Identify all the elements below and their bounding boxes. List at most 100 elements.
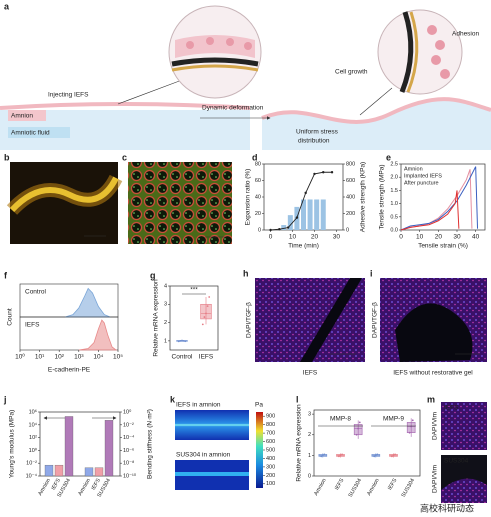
stain-label: DAPI/TGF-β — [246, 302, 253, 338]
point — [295, 216, 299, 219]
bar — [320, 199, 326, 230]
y-tick-label: 1 — [164, 338, 167, 344]
point — [208, 296, 211, 298]
point — [203, 316, 206, 318]
y-tick-label: 10⁰ — [29, 447, 38, 454]
line — [400, 190, 460, 231]
subplot-frame — [19, 316, 119, 351]
group-label: MMP-9 — [383, 416, 404, 423]
x-axis-label: E-cadherin-PE — [48, 367, 91, 374]
density-area — [78, 319, 118, 351]
x-tick-label: 10⁵ — [113, 354, 123, 361]
y-tick-label: 2 — [308, 432, 311, 438]
unit-label: Pa — [255, 402, 263, 409]
image-label: SUS304 in amnion — [176, 452, 231, 459]
x-tick-label: 0 — [269, 234, 273, 241]
image-label: IEFS in amnion — [176, 402, 221, 409]
x-tick-label: IEFS — [387, 477, 398, 491]
x-tick-label: 20 — [311, 234, 319, 241]
plot-frame — [39, 411, 121, 477]
point — [394, 453, 396, 456]
panel-label: l — [296, 394, 299, 404]
panel-label: k — [170, 394, 176, 404]
y-tick-label: 900 — [266, 414, 275, 420]
x-tick-label: Amnion — [366, 478, 381, 497]
x-tick-label: 0 — [399, 234, 403, 241]
x-tick-label: SUS304 — [348, 478, 363, 499]
legend-label: Amnion — [404, 166, 423, 172]
stained-images: h DAPI/TGF-β IEFS i DAPI/TGF-β IEFS with… — [243, 268, 487, 377]
y-tick-label: 100 — [266, 481, 275, 487]
series-label: Control — [25, 289, 47, 296]
panel-label: d — [252, 152, 258, 162]
bar — [64, 416, 74, 477]
y-tick-label: 10⁻² — [123, 422, 134, 428]
point — [341, 453, 343, 456]
y-tick-label: 0 — [308, 473, 311, 479]
stain-label: DAPI/TGF-β — [372, 302, 379, 338]
y-tick-label: 10⁻² — [26, 461, 37, 467]
y-tick-label: 400 — [346, 194, 355, 200]
x-tick-label: 30 — [453, 234, 461, 241]
y-axis-label: Relative mRNA expression — [153, 279, 160, 357]
y-tick-label: 1 — [308, 453, 311, 459]
y2-axis-label: Adhesive strength (KPa) — [360, 162, 367, 232]
point — [177, 340, 180, 343]
x-tick-label: 30 — [333, 234, 341, 241]
legend-label: Implanted IEFS — [404, 173, 442, 179]
y-tick-label: 40 — [255, 194, 261, 200]
point — [320, 455, 323, 458]
point — [304, 191, 307, 195]
y-tick-label: 400 — [266, 456, 275, 462]
simulations: IEFS in amnion SUS304 in amnion Pa — [175, 402, 263, 490]
annotation: Adhesion — [452, 31, 479, 38]
bar — [44, 464, 54, 477]
y-axis-label: Young's modulus (MPa) — [9, 410, 16, 479]
micrographs: b c — [4, 152, 232, 244]
x-tick-label: IEFS — [199, 354, 214, 361]
y-tick-label: 10⁻¹⁰ — [123, 472, 137, 479]
x-tick-label: 20 — [435, 234, 443, 241]
point — [355, 433, 358, 436]
y-tick-label: 0.5 — [390, 214, 398, 220]
bar — [94, 467, 104, 477]
x-tick-label: 10 — [289, 234, 297, 241]
point — [358, 421, 361, 424]
point — [391, 455, 393, 458]
annotation: Uniform stress — [296, 129, 339, 136]
panel-label: m — [427, 394, 435, 404]
x-tick-label: 10³ — [74, 354, 84, 361]
y-tick-label: 20 — [255, 211, 261, 217]
point — [269, 228, 272, 232]
series-label: IEFS — [25, 322, 40, 329]
x-tick-label: 10² — [54, 354, 64, 361]
watermark: 高校科研动态 — [420, 502, 474, 513]
x-tick-label: Amnion — [37, 478, 52, 497]
y-tick-label: 600 — [266, 439, 275, 445]
bar — [307, 199, 313, 230]
point — [182, 339, 185, 342]
label: Amniotic fluid — [11, 130, 50, 137]
image-label: IEFS — [444, 405, 459, 412]
group-label: MMP-8 — [330, 416, 351, 423]
point — [376, 453, 379, 456]
panel-label: i — [370, 268, 373, 278]
plot-frame — [313, 409, 421, 477]
point — [373, 455, 376, 458]
stain-label: DAPI/Vim — [432, 465, 439, 493]
y-axis-label: Relative mRNA expression — [296, 404, 303, 482]
x-tick-label: SUS304 — [401, 478, 416, 499]
panel-label: f — [4, 270, 8, 280]
panel-label: b — [4, 152, 10, 162]
y-tick-label: 600 — [346, 178, 355, 184]
point — [321, 454, 324, 457]
bar — [301, 199, 306, 230]
y-tick-label: 10⁻⁴ — [123, 434, 135, 441]
x-tick-label: 10⁴ — [93, 354, 103, 361]
point — [286, 226, 290, 229]
x-tick-label: 10 — [416, 234, 424, 241]
y-tick-label: 60 — [255, 178, 261, 184]
panel-label: h — [243, 268, 249, 278]
colorbar — [256, 412, 263, 488]
